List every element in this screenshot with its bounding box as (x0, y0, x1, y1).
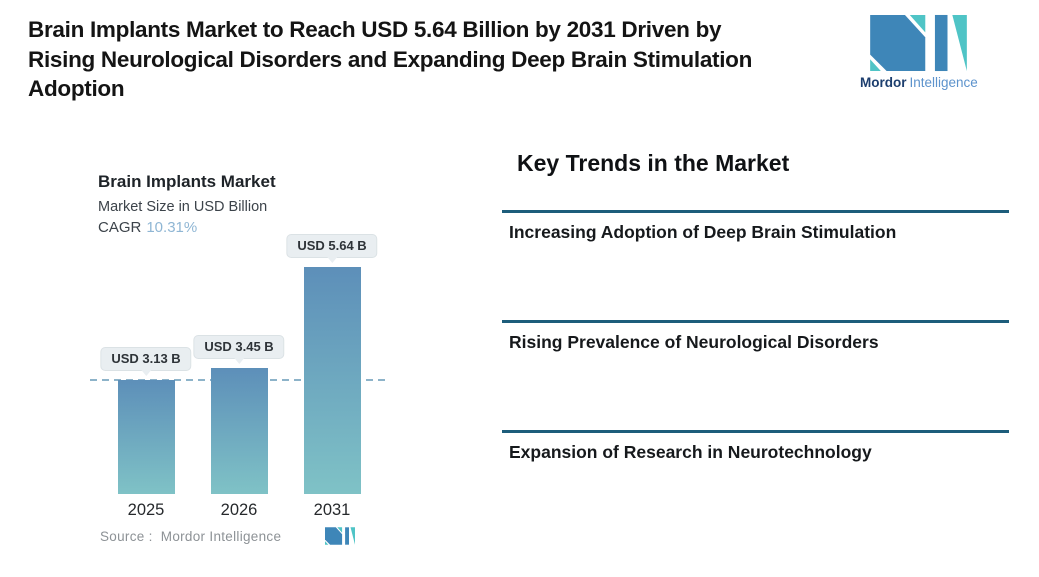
value-label-2025: USD 3.13 B (100, 347, 192, 371)
mordor-intelligence-mini-icon (325, 527, 355, 545)
divider (502, 430, 1009, 433)
x-label-2025: 2025 (127, 501, 165, 519)
brand-mordor: Mordor (860, 75, 907, 90)
bar-plot: USD 3.13 B 2025 USD 3.45 B 2026 USD 5.64 B 20… (90, 234, 390, 519)
page-title: Brain Implants Market to Reach USD 5.64 … (28, 15, 752, 104)
headline-line-1: Brain Implants Market to Reach USD 5.64 … (28, 17, 722, 42)
trend-item-1: Increasing Adoption of Deep Brain Stimul… (502, 210, 1009, 320)
headline-line-3: Adoption (28, 76, 125, 101)
chart-cagr: CAGR 10.31% (98, 219, 197, 236)
trend-label-3: Expansion of Research in Neurotechnology (509, 441, 872, 462)
cagr-label: CAGR (98, 219, 142, 236)
cagr-value: 10.31% (146, 219, 198, 236)
bar-2031 (303, 267, 361, 494)
source-note: Source : Mordor Intelligence (100, 529, 282, 544)
chart-title: Brain Implants Market (98, 172, 276, 191)
trends-title: Key Trends in the Market (517, 150, 790, 176)
brand-intelligence: Intelligence (909, 75, 978, 90)
chart-subtitle: Market Size in USD Billion (98, 199, 268, 215)
bar-2026 (210, 368, 268, 494)
trend-item-2: Rising Prevalence of Neurological Disord… (502, 320, 1009, 430)
brand-name: Mordor Intelligence (860, 75, 1020, 90)
mordor-intelligence-m-icon (870, 14, 967, 72)
trend-label-1: Increasing Adoption of Deep Brain Stimul… (509, 221, 897, 242)
bar-2025 (117, 380, 175, 494)
divider (502, 320, 1009, 323)
mordor-intelligence-logo: Mordor Intelligence (860, 14, 1020, 90)
x-label-2031: 2031 (313, 501, 351, 519)
value-label-2026: USD 3.45 B (193, 335, 285, 359)
headline-line-2: Rising Neurological Disorders and Expand… (28, 46, 753, 72)
trend-list: Increasing Adoption of Deep Brain Stimul… (502, 210, 1009, 540)
trend-item-3: Expansion of Research in Neurotechnology (502, 430, 1009, 540)
value-label-2031: USD 5.64 B (286, 234, 378, 258)
divider (502, 210, 1009, 213)
x-label-2026: 2026 (220, 501, 258, 519)
trend-label-2: Rising Prevalence of Neurological Disord… (509, 331, 879, 352)
